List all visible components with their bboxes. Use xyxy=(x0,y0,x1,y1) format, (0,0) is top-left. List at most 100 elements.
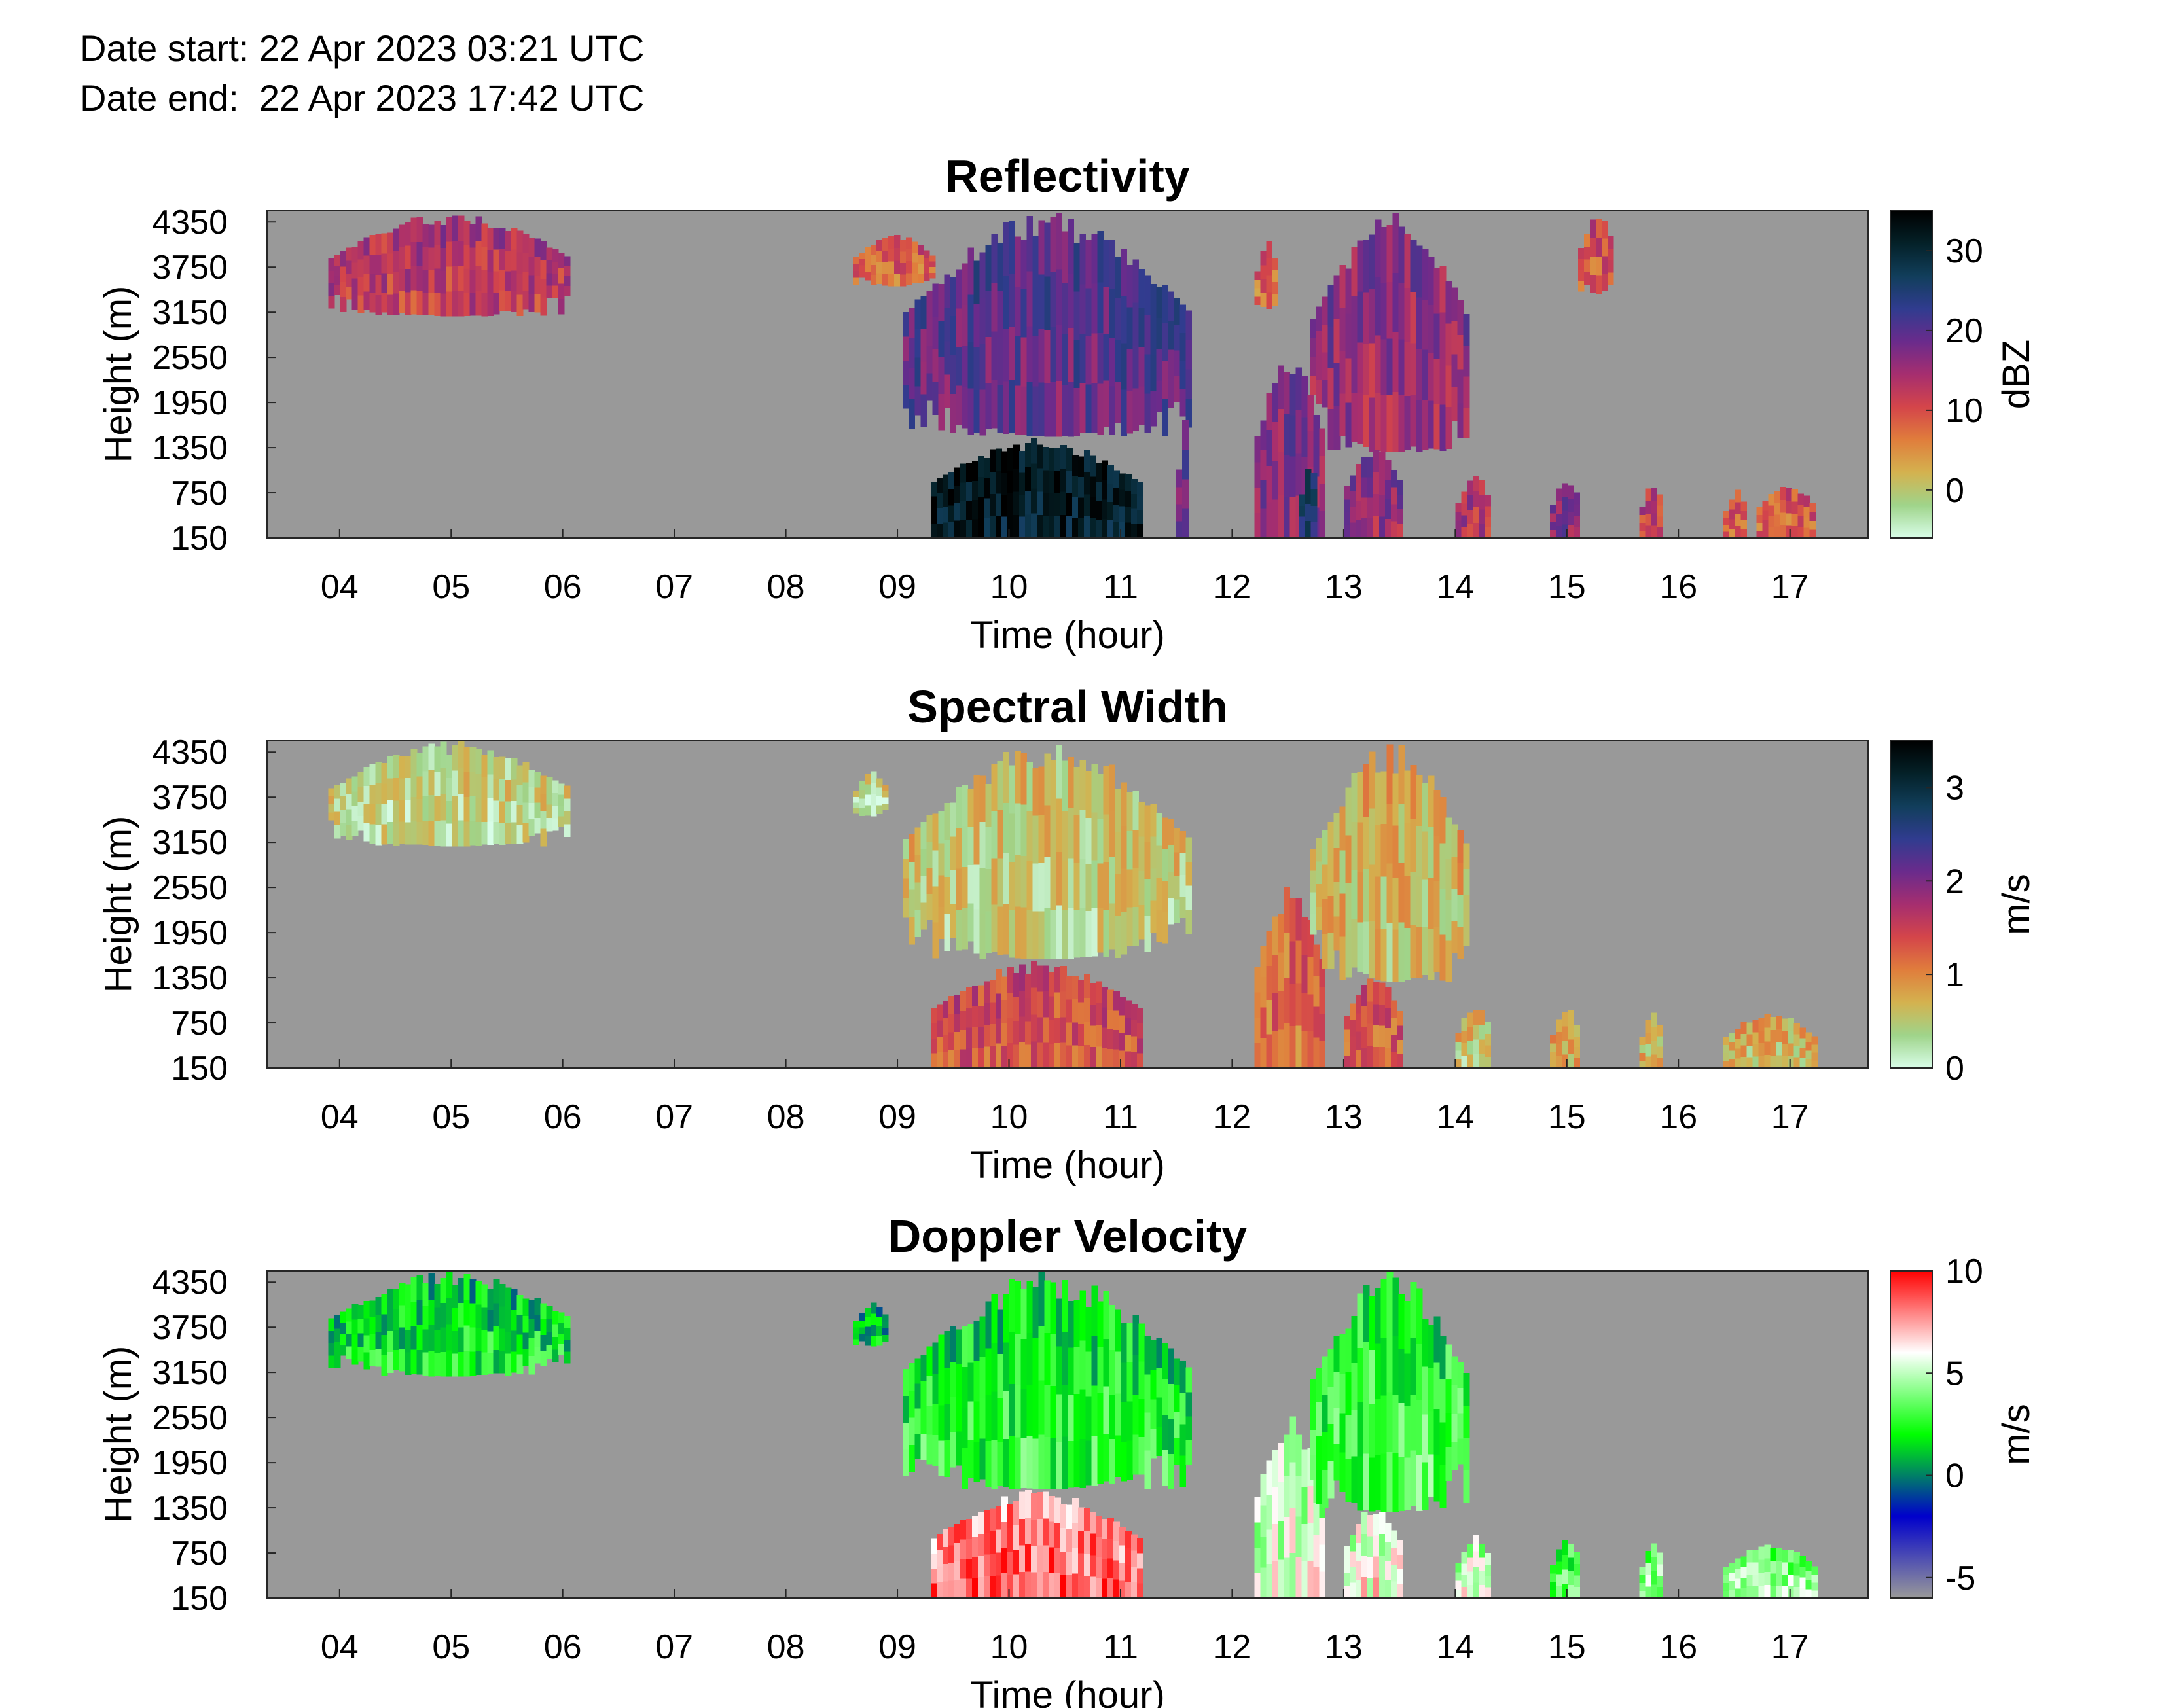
y-tick-label: 750 xyxy=(171,474,228,512)
echo-cell xyxy=(381,293,388,313)
echo-cell xyxy=(1433,1316,1441,1363)
echo-cell xyxy=(1060,1042,1067,1069)
echo-cell xyxy=(1384,479,1392,500)
echo-cell xyxy=(1392,391,1399,452)
echo-cell xyxy=(1811,1590,1818,1599)
echo-cell xyxy=(1038,766,1045,815)
echo-cell xyxy=(1278,1520,1285,1560)
echo-cell xyxy=(1107,1558,1114,1579)
echo-cell xyxy=(1289,983,1297,1026)
echo-block-15 xyxy=(1756,486,1816,539)
echo-cell xyxy=(1345,882,1352,931)
echo-cell xyxy=(1746,1562,1753,1575)
echo-block-9 xyxy=(1343,450,1403,539)
echo-cell xyxy=(1026,909,1034,959)
echo-cell xyxy=(1390,503,1397,522)
echo-cell xyxy=(948,1545,955,1563)
echo-cell xyxy=(991,1391,998,1440)
echo-cell xyxy=(1113,1521,1120,1542)
echo-cell xyxy=(1651,512,1658,526)
echo-block-4 xyxy=(1176,419,1189,539)
echo-cell xyxy=(1078,1001,1085,1025)
echo-cell xyxy=(1369,289,1376,344)
echo-cell xyxy=(1764,1041,1771,1055)
echo-cell xyxy=(909,1362,916,1391)
echo-cell xyxy=(1068,1440,1075,1488)
echo-cell xyxy=(1072,976,1079,1000)
echo-cell xyxy=(978,1555,984,1577)
echo-cell xyxy=(909,337,916,368)
echo-cell xyxy=(1339,936,1346,980)
echo-cell xyxy=(1054,1522,1061,1548)
echo-cell xyxy=(1162,911,1169,944)
echo-cell xyxy=(1574,1563,1580,1576)
echo-cell xyxy=(1037,1571,1043,1599)
echo-cell xyxy=(1174,875,1181,900)
echo-cell xyxy=(528,237,535,257)
echo-cell xyxy=(1097,863,1104,908)
echo-cell xyxy=(1780,499,1787,513)
echo-cell xyxy=(1009,1331,1016,1385)
echo-cell xyxy=(1752,1586,1759,1599)
echo-cell xyxy=(416,266,423,291)
echo-cell xyxy=(1085,817,1092,864)
echo-cell xyxy=(1260,265,1267,279)
echo-cell xyxy=(1463,313,1470,346)
echo-cell xyxy=(911,272,918,284)
echo-cell xyxy=(1132,868,1140,908)
echo-cell xyxy=(926,318,933,346)
echo-cell xyxy=(1125,1000,1132,1018)
echo-cell xyxy=(1091,333,1098,383)
echo-cell xyxy=(1185,1391,1193,1417)
echo-cell xyxy=(1313,1037,1320,1069)
x-tick-label: 11 xyxy=(1103,568,1138,606)
echo-block-2 xyxy=(903,1271,1193,1489)
echo-cell xyxy=(1770,1016,1776,1030)
echo-cell xyxy=(990,1575,996,1599)
echo-cell xyxy=(1254,1497,1261,1523)
echo-cell xyxy=(463,268,471,293)
echo-cell xyxy=(351,1304,359,1320)
echo-cell xyxy=(1451,287,1458,321)
echo-cell xyxy=(1461,491,1467,504)
echo-cell xyxy=(546,1306,553,1319)
echo-cell xyxy=(1457,1387,1464,1414)
echo-cell xyxy=(1007,992,1014,1018)
echo-cell xyxy=(546,272,553,286)
echo-cell xyxy=(979,867,986,914)
echo-cell xyxy=(1085,1395,1092,1441)
echo-cell xyxy=(534,1347,541,1364)
echo-cell xyxy=(979,252,986,298)
echo-cell xyxy=(1404,1405,1411,1458)
echo-cell xyxy=(475,1304,482,1328)
echo-cell xyxy=(882,274,889,286)
x-tick-label: 16 xyxy=(1659,1628,1697,1666)
echo-cell xyxy=(852,808,859,814)
echo-cell xyxy=(1266,241,1273,258)
echo-cell xyxy=(446,216,453,242)
echo-cell xyxy=(440,247,447,271)
echo-cell xyxy=(1416,245,1423,298)
echo-cell xyxy=(1013,514,1020,539)
echo-cell xyxy=(966,1007,973,1028)
echo-cell xyxy=(864,1307,871,1317)
echo-cell xyxy=(1313,1503,1320,1535)
echo-cell xyxy=(1096,1046,1102,1069)
echo-cell xyxy=(363,255,370,274)
echo-cell xyxy=(990,1531,996,1554)
echo-cell xyxy=(505,1353,512,1376)
echo-cell xyxy=(870,793,877,806)
echo-cell xyxy=(1373,1535,1380,1557)
echo-cell xyxy=(522,1332,530,1349)
echo-cell xyxy=(1550,1581,1557,1590)
echo-cell xyxy=(410,290,418,315)
echo-cell xyxy=(1463,1405,1470,1438)
echo-cell xyxy=(1062,909,1069,959)
echo-cell xyxy=(534,257,541,276)
echo-cell xyxy=(1050,909,1057,959)
echo-cell xyxy=(1416,1343,1423,1400)
echo-cell xyxy=(937,1566,943,1583)
echo-cell xyxy=(1015,236,1022,287)
echo-cell xyxy=(1090,1533,1096,1556)
echo-cell xyxy=(1078,1530,1085,1554)
